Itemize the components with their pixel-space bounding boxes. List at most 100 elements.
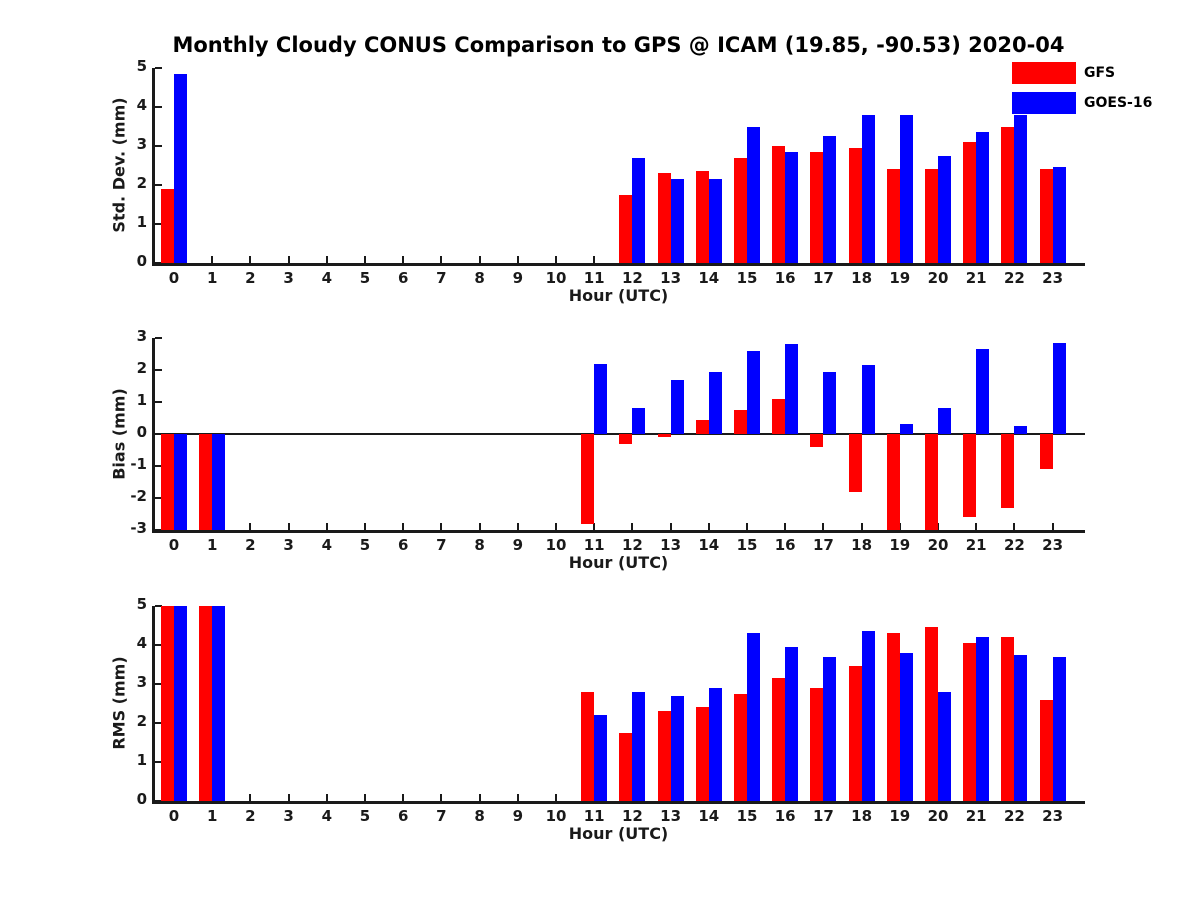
bar-gfs-hour-18 [848,434,862,492]
x-tick-label: 1 [206,536,218,554]
gfs-color-swatch [1012,62,1076,84]
x-tick [440,794,443,801]
y-tick [155,145,162,147]
x-tick [1051,523,1054,530]
x-tick [325,794,328,801]
bar-goes-16-hour-22 [1014,654,1028,801]
bar-goes-16-hour-16 [785,151,799,263]
y-tick-label: 3 [136,327,147,345]
x-tick-label: 23 [1042,807,1064,825]
x-tick-label: 6 [397,807,409,825]
bar-gfs-hour-17 [810,434,824,447]
x-tick-label: 20 [927,269,949,287]
x-tick [822,523,825,530]
x-tick-label: 1 [206,269,218,287]
x-tick-label: 10 [545,807,567,825]
y-tick [155,262,162,264]
x-tick-label: 15 [736,536,758,554]
bar-gfs-hour-0 [161,188,174,263]
legend: GFS GOES-16 [1012,62,1152,122]
bar-gfs-hour-13 [657,711,671,801]
bar-goes-16-hour-14 [708,687,722,801]
bar-goes-16-hour-14 [708,371,722,434]
x-tick-label: 22 [1003,807,1025,825]
y-tick [155,337,162,339]
x-tick [402,523,405,530]
y-tick [155,184,162,186]
x-tick-label: 19 [889,536,911,554]
bar-gfs-hour-21 [963,434,977,518]
x-tick [402,794,405,801]
bar-gfs-hour-23 [1039,169,1053,263]
x-tick [364,256,366,263]
bar-goes-16-hour-0 [174,434,187,530]
x-tick-label: 12 [621,807,643,825]
bar-goes-16-hour-23 [1052,656,1066,801]
x-tick-label: 3 [283,807,294,825]
bar-gfs-hour-12 [619,194,633,263]
x-tick-label: 11 [583,807,605,825]
x-tick [669,523,672,530]
y-tick [155,605,162,607]
x-tick [746,523,748,530]
x-tick [707,523,710,530]
bar-goes-16-hour-22 [1014,426,1028,434]
x-tick-label: 10 [545,269,567,287]
x-tick-label: 4 [321,269,333,287]
x-tick-label: 16 [774,269,796,287]
y-tick-label: 3 [136,135,147,153]
x-tick [287,523,290,530]
bar-goes-16-hour-18 [861,631,875,801]
bar-goes-16-hour-15 [747,633,760,801]
x-tick-label: 18 [851,269,873,287]
y-tick-label: -2 [130,487,147,505]
legend-label-gfs: GFS [1084,65,1116,81]
y-tick-label: 5 [136,595,147,613]
bar-goes-16-hour-20 [938,155,951,263]
bar-gfs-hour-22 [1001,434,1015,508]
y-tick [155,223,162,225]
bar-goes-16-hour-16 [785,344,799,434]
bar-goes-16-hour-18 [861,114,875,263]
bar-gfs-hour-14 [695,171,709,263]
x-tick-label: 13 [660,269,682,287]
x-tick-label: 0 [168,536,180,554]
y-tick [155,683,162,685]
x-tick [249,523,252,530]
bar-goes-16-hour-21 [976,637,990,801]
x-tick-label: 21 [965,807,987,825]
bar-goes-16-hour-15 [747,126,760,263]
y-tick [155,497,162,499]
bar-goes-16-hour-15 [747,350,760,434]
legend-item-goes16: GOES-16 [1012,92,1152,114]
x-tick-label: 9 [512,807,524,825]
y-tick-label: 4 [136,96,147,114]
legend-item-gfs: GFS [1012,62,1152,84]
x-tick-label: 3 [283,269,294,287]
x-tick [555,523,557,530]
bar-gfs-hour-19 [886,169,900,263]
bar-goes-16-hour-17 [823,656,837,801]
y-tick-label: 3 [136,673,147,691]
x-tick [249,794,252,801]
x-tick [325,523,328,530]
y-tick-label: 4 [136,634,147,652]
x-tick-label: 22 [1003,269,1025,287]
bar-gfs-hour-0 [161,606,174,801]
x-tick [287,794,290,801]
bar-gfs-hour-23 [1039,434,1053,470]
bar-goes-16-hour-0 [174,73,187,263]
bar-gfs-hour-15 [734,157,747,263]
y-tick [155,644,162,646]
x-tick-label: 22 [1003,536,1025,554]
x-tick [249,256,252,263]
x-tick [211,256,214,263]
x-tick [555,256,557,263]
bar-gfs-hour-20 [925,434,938,530]
x-tick-label: 12 [621,536,643,554]
x-tick-label: 18 [851,807,873,825]
x-tick-label: 9 [512,269,524,287]
bar-gfs-hour-15 [734,693,747,801]
x-tick-label: 5 [359,807,371,825]
